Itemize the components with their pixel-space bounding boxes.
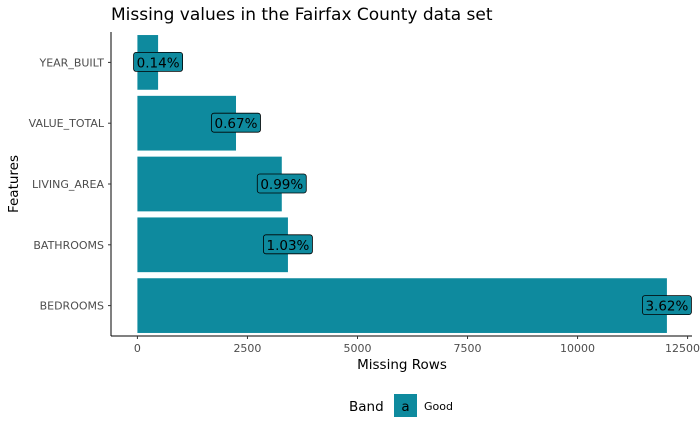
data-label-box-living-area: [256, 173, 307, 194]
plot-area: 0.14% 0.67% 0.99% 1.03% 3.62%: [110, 32, 692, 337]
data-label-text-bedrooms: 3.62%: [645, 299, 688, 315]
x-tick-label-7500: 7500: [454, 342, 482, 355]
y-tick-label-year-built: YEAR_BUILT: [38, 56, 104, 69]
data-label-bathrooms: 1.03%: [263, 234, 313, 255]
data-label-text-year-built: 0.14%: [137, 55, 180, 71]
data-label-text-living-area: 0.99%: [260, 177, 303, 193]
data-label-box-year-built: [133, 52, 183, 72]
bars-group: [137, 35, 667, 333]
x-axis-title: Missing Rows: [357, 357, 447, 373]
data-labels-group: 0.14% 0.67% 0.99% 1.03% 3.62%: [133, 52, 692, 316]
bar-bedrooms: [137, 278, 667, 333]
data-label-box-bedrooms: [642, 295, 692, 316]
legend-title: Band: [349, 399, 384, 415]
legend-key-glyph: a: [401, 399, 409, 415]
data-label-text-value-total: 0.67%: [215, 116, 258, 132]
legend-key-swatch: [394, 394, 417, 417]
y-axis-title: Features: [6, 155, 22, 213]
y-axis-ticks: YEAR_BUILT VALUE_TOTAL LIVING_AREA BATHROOM…: [29, 56, 111, 313]
x-tick-label-12500: 12500: [665, 342, 700, 355]
y-tick-label-value-total: VALUE_TOTAL: [29, 117, 105, 130]
legend: Band a Good: [349, 394, 453, 417]
data-label-box-bathrooms: [263, 234, 313, 255]
x-tick-label-5000: 5000: [343, 342, 371, 355]
data-label-living-area: 0.99%: [256, 173, 307, 194]
chart-title: Missing values in the Fairfax County dat…: [111, 5, 493, 25]
data-label-year-built: 0.14%: [133, 52, 183, 72]
x-tick-label-10000: 10000: [560, 342, 595, 355]
y-tick-label-bathrooms: BATHROOMS: [33, 239, 104, 252]
data-label-bedrooms: 3.62%: [642, 295, 692, 316]
legend-entry-good: Good: [424, 400, 453, 413]
x-tick-label-2500: 2500: [233, 342, 261, 355]
data-label-value-total: 0.67%: [211, 112, 261, 133]
x-tick-label-0: 0: [134, 342, 141, 355]
data-label-text-bathrooms: 1.03%: [266, 238, 309, 254]
x-axis-ticks: 0 2500 5000 7500 10000 12500: [134, 336, 700, 355]
bar-bathrooms: [137, 217, 288, 273]
y-tick-label-living-area: LIVING_AREA: [32, 178, 105, 191]
y-tick-label-bedrooms: BEDROOMS: [40, 300, 104, 313]
data-label-box-value-total: [211, 112, 261, 133]
